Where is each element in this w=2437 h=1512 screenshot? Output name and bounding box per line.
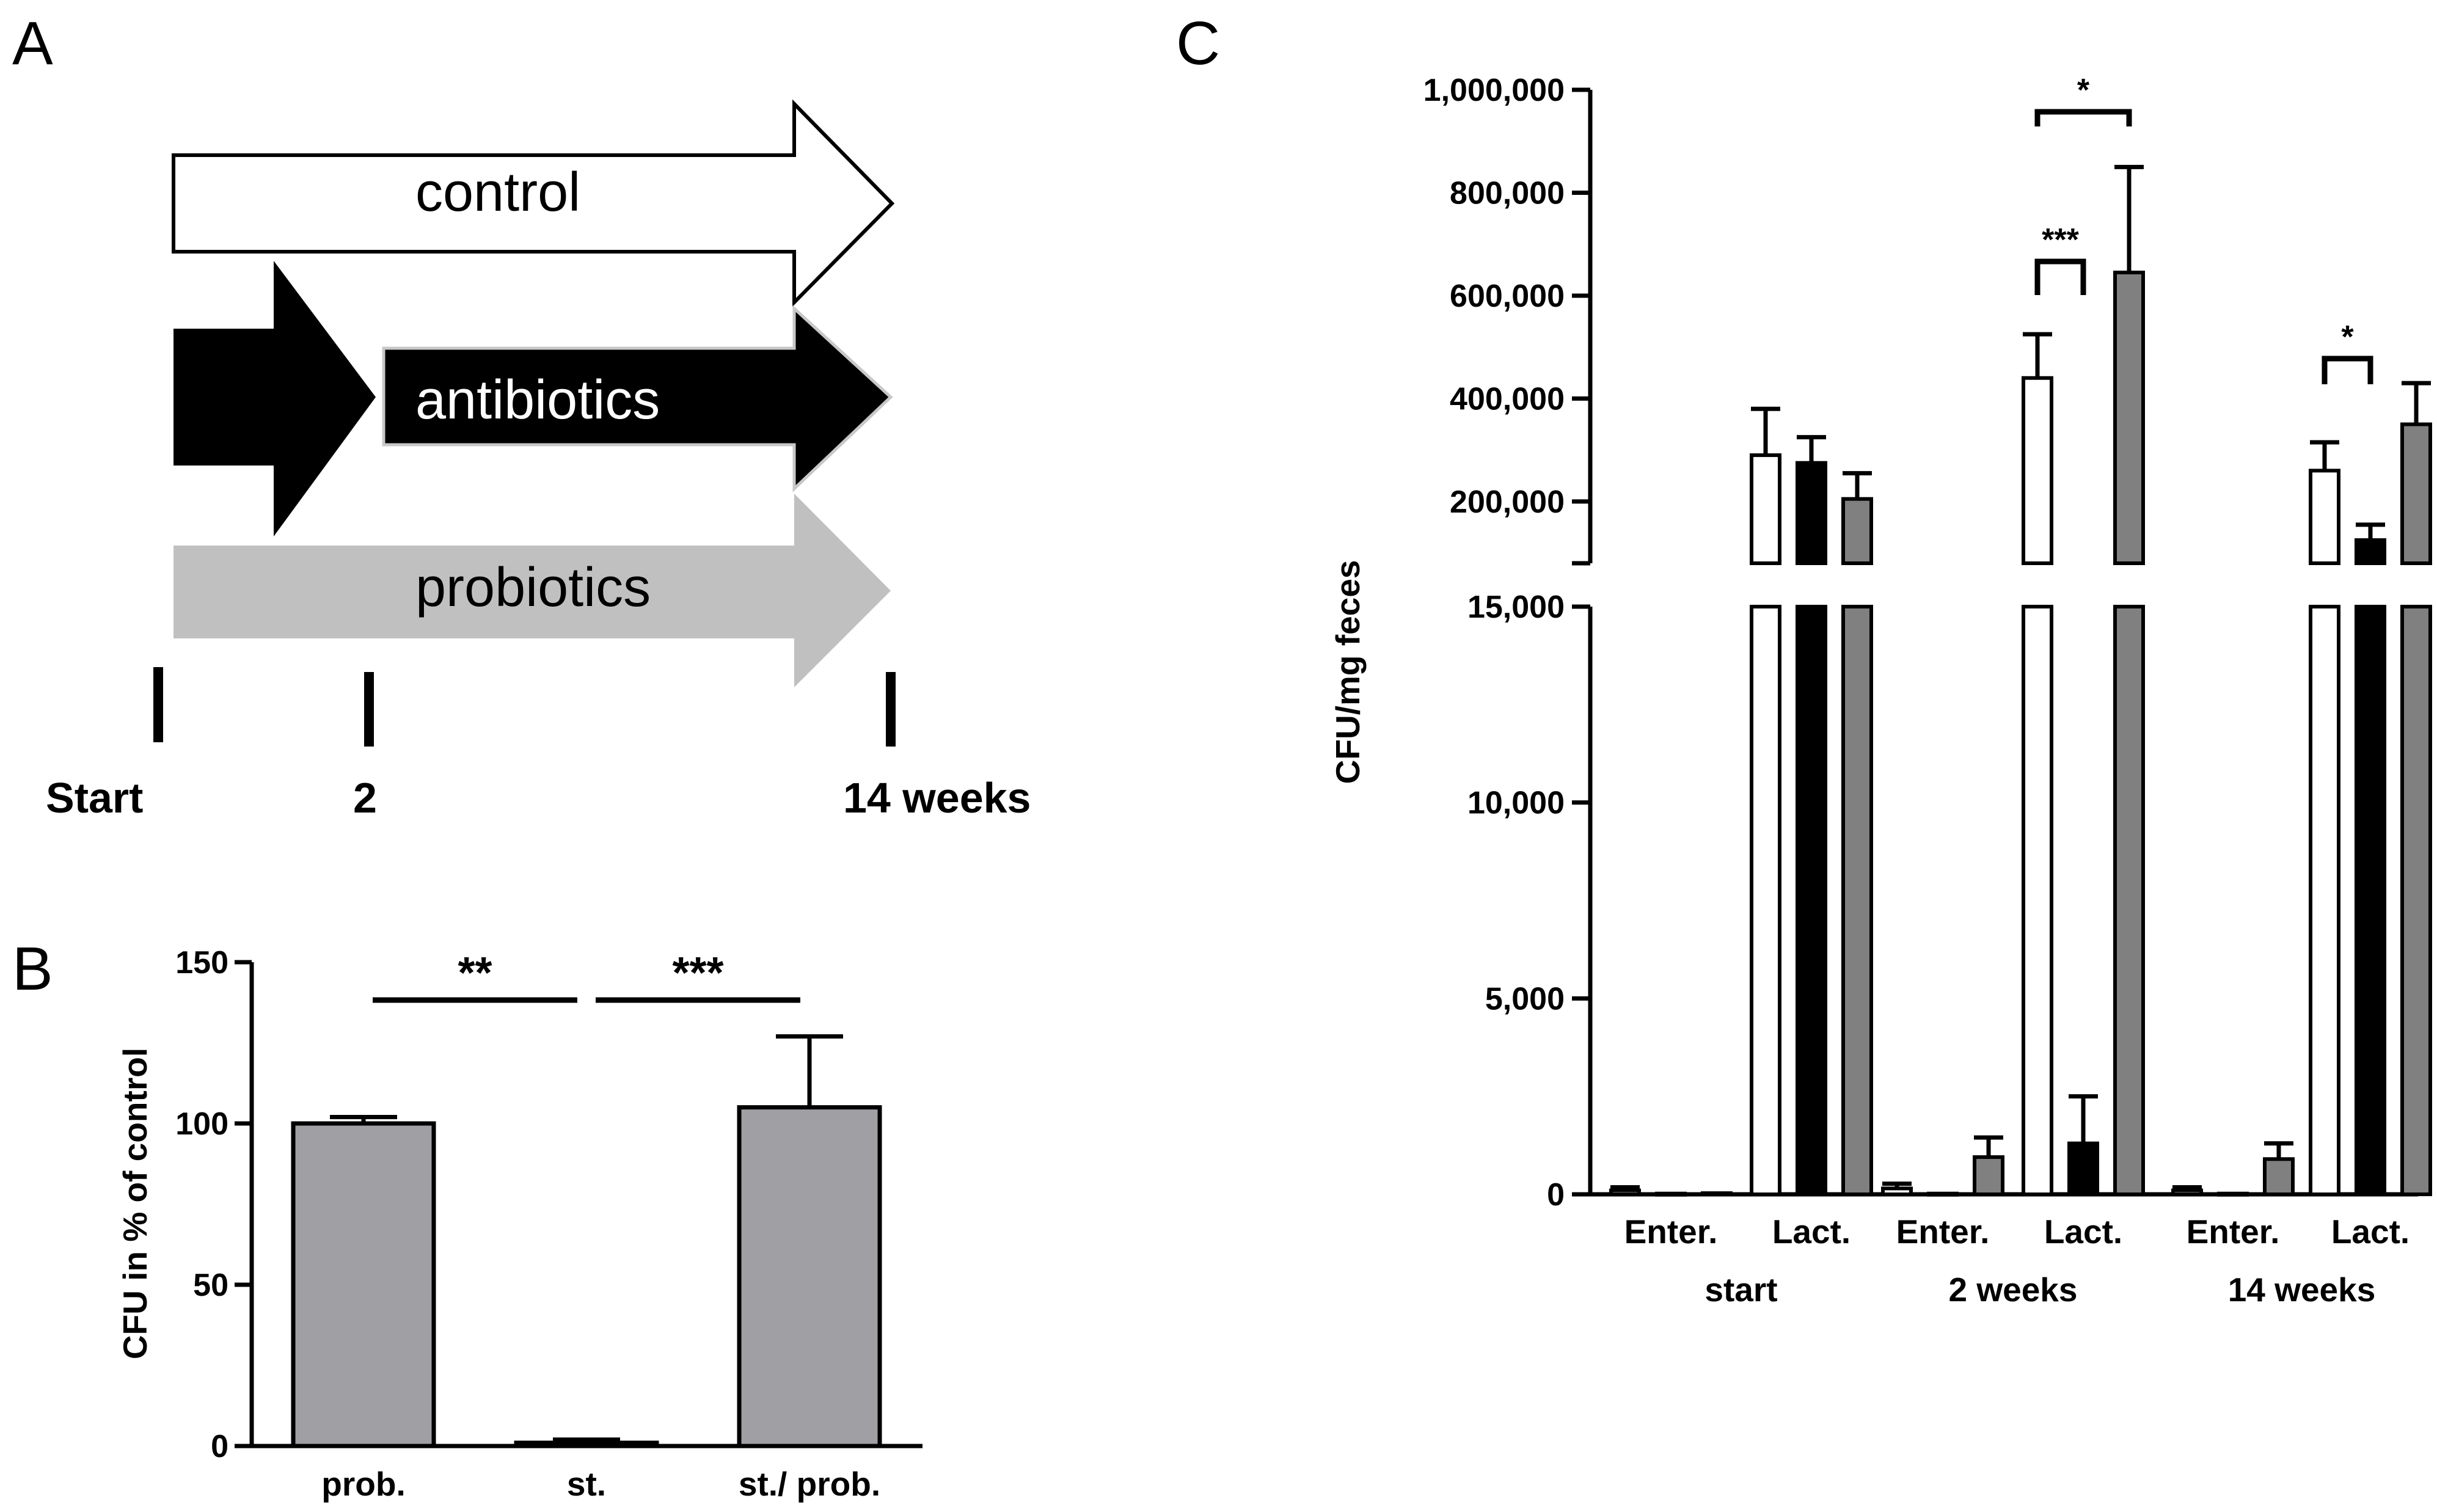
timeline-label-14-weeks: 14 weeks bbox=[843, 774, 1031, 822]
bacteria-label: Lact. bbox=[1772, 1213, 1851, 1251]
y-tick-label: 1,000,000 bbox=[1423, 73, 1565, 108]
bar bbox=[2171, 1188, 2203, 1197]
y-tick-label: 0 bbox=[1547, 1177, 1565, 1213]
bar bbox=[2355, 605, 2386, 1196]
bar bbox=[1609, 1188, 1641, 1197]
y-tick-label: 100 bbox=[175, 1106, 228, 1142]
y-axis-title: CFU in % of control bbox=[116, 1048, 154, 1359]
bar bbox=[1655, 1191, 1687, 1197]
bar bbox=[2263, 1157, 2295, 1197]
bar bbox=[1796, 605, 1827, 1196]
bar bbox=[1841, 605, 1873, 1196]
bar bbox=[1796, 461, 1827, 566]
arrow-label-antibiotics: antibiotics bbox=[415, 370, 660, 431]
y-tick-label: 0 bbox=[211, 1429, 228, 1464]
bar bbox=[514, 1441, 659, 1448]
significance-label: *** bbox=[2042, 222, 2079, 258]
y-tick-label: 15,000 bbox=[1467, 590, 1565, 625]
bar bbox=[2355, 538, 2386, 566]
bar bbox=[1841, 497, 1873, 566]
panel-letter-b: B bbox=[12, 935, 53, 1003]
y-tick-label: 50 bbox=[193, 1268, 228, 1303]
significance-label: * bbox=[2077, 73, 2090, 108]
bar bbox=[2400, 605, 2432, 1196]
bar bbox=[2022, 605, 2053, 1196]
bar bbox=[2400, 422, 2432, 565]
bacteria-label: Lact. bbox=[2044, 1213, 2122, 1251]
bar bbox=[2217, 1191, 2249, 1197]
bacteria-label: Enter. bbox=[2187, 1213, 2280, 1251]
timeline-label-2: 2 bbox=[353, 774, 377, 822]
timeline-label-start: Start bbox=[46, 774, 143, 822]
time-group-label: 2 weeks bbox=[1948, 1271, 2077, 1309]
bar bbox=[1927, 1191, 1959, 1197]
significance-label: ** bbox=[458, 949, 492, 998]
control-arrow bbox=[172, 99, 895, 307]
antibiotics-arrow bbox=[382, 305, 893, 492]
panel-letter-a: A bbox=[12, 9, 53, 78]
bar bbox=[1881, 1186, 1913, 1197]
bacteria-label: Lact. bbox=[2331, 1213, 2410, 1251]
bar bbox=[737, 1105, 882, 1448]
panel-letter-c: C bbox=[1176, 9, 1220, 78]
significance-bracket bbox=[2034, 109, 2132, 126]
antibiotics-initial-arrow bbox=[174, 261, 376, 536]
bar bbox=[291, 1121, 436, 1448]
significance-bracket bbox=[2322, 356, 2373, 384]
significance-label: * bbox=[2341, 320, 2354, 355]
arrow-label-probiotics: probiotics bbox=[415, 557, 651, 618]
bar bbox=[2067, 1141, 2099, 1197]
y-tick-label: 400,000 bbox=[1450, 381, 1565, 417]
bar bbox=[1973, 1155, 2004, 1197]
bacteria-label: Enter. bbox=[1896, 1213, 1990, 1251]
time-group-label: start bbox=[1704, 1271, 1777, 1309]
time-group-label: 14 weeks bbox=[2228, 1271, 2376, 1309]
y-tick-label: 10,000 bbox=[1467, 786, 1565, 821]
y-tick-label: 600,000 bbox=[1450, 279, 1565, 314]
schematic: control antibiotics probiotics Start 2 1… bbox=[46, 99, 1031, 822]
bar bbox=[2113, 271, 2145, 565]
x-tick-label: prob. bbox=[321, 1465, 405, 1503]
bar bbox=[2113, 605, 2145, 1196]
bar bbox=[2022, 376, 2053, 565]
significance-label: *** bbox=[672, 949, 723, 998]
significance-bracket bbox=[2034, 258, 2086, 295]
probiotics-arrow bbox=[174, 494, 891, 687]
y-tick-label: 150 bbox=[175, 945, 228, 981]
x-tick-label: st. bbox=[567, 1465, 606, 1503]
bar bbox=[1701, 1191, 1733, 1197]
bar bbox=[1750, 453, 1781, 566]
y-axis-title: CFU/mg feces bbox=[1329, 560, 1367, 784]
bacteria-label: Enter. bbox=[1624, 1213, 1718, 1251]
chart-c: 0 5,000 10,000 15,000 200,000 400,000 600,000 8… bbox=[1329, 73, 2432, 1309]
x-tick-label: st./ prob. bbox=[739, 1465, 880, 1503]
bar bbox=[1750, 605, 1781, 1196]
bar bbox=[2309, 605, 2340, 1196]
arrow-label-control: control bbox=[415, 162, 580, 223]
y-tick-label: 200,000 bbox=[1450, 484, 1565, 520]
bar bbox=[2309, 469, 2340, 565]
y-tick-label: 800,000 bbox=[1450, 175, 1565, 211]
y-tick-label: 5,000 bbox=[1485, 981, 1565, 1017]
